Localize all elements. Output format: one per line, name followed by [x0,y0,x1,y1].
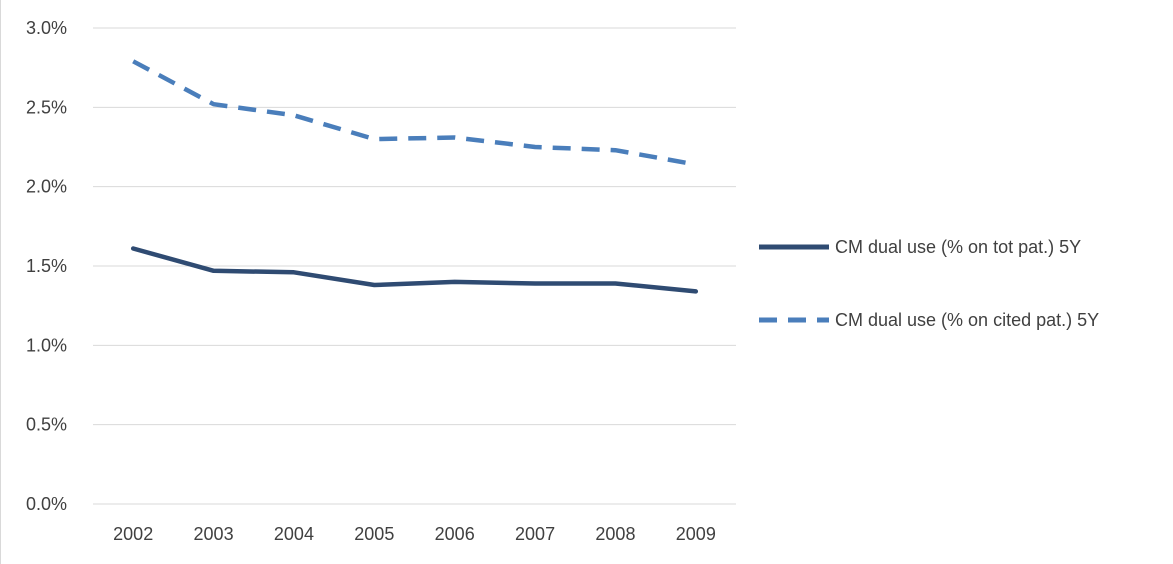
x-tick-label: 2002 [113,524,153,544]
x-tick-label: 2007 [515,524,555,544]
y-tick-label: 1.0% [26,335,67,355]
legend-label-tot-pat: CM dual use (% on tot pat.) 5Y [835,237,1081,257]
x-tick-label: 2004 [274,524,314,544]
y-tick-label: 2.5% [26,97,67,117]
x-tick-label: 2006 [435,524,475,544]
series-line-tot-pat [133,249,696,292]
y-tick-label: 1.5% [26,256,67,276]
x-axis-ticks: 2002 2003 2004 2005 2006 2007 2008 2009 [113,524,716,544]
y-tick-label: 0.5% [26,415,67,435]
series-lines [133,61,696,291]
series-line-cited-pat [133,61,696,164]
x-tick-label: 2005 [354,524,394,544]
legend-label-cited-pat: CM dual use (% on cited pat.) 5Y [835,310,1099,330]
y-tick-label: 0.0% [26,494,67,514]
legend: CM dual use (% on tot pat.) 5Y CM dual u… [759,237,1099,330]
x-tick-label: 2008 [595,524,635,544]
y-tick-label: 3.0% [26,18,67,38]
x-tick-label: 2003 [194,524,234,544]
y-axis-ticks: 0.0% 0.5% 1.0% 1.5% 2.0% 2.5% 3.0% [26,18,67,514]
y-tick-label: 2.0% [26,177,67,197]
x-tick-label: 2009 [676,524,716,544]
